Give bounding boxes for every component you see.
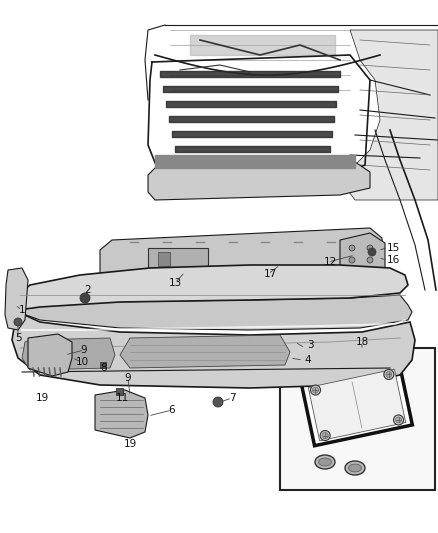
Text: 6: 6 — [169, 405, 175, 415]
Circle shape — [349, 245, 355, 251]
Bar — [116, 388, 123, 395]
Ellipse shape — [318, 458, 332, 466]
Polygon shape — [15, 295, 412, 330]
Polygon shape — [22, 338, 115, 370]
Text: 5: 5 — [15, 333, 21, 343]
Circle shape — [393, 415, 403, 425]
Circle shape — [367, 257, 373, 263]
Text: 18: 18 — [355, 337, 369, 347]
Polygon shape — [100, 228, 382, 285]
Text: 7: 7 — [229, 393, 235, 403]
Text: 19: 19 — [35, 393, 49, 403]
Circle shape — [368, 248, 376, 256]
Polygon shape — [340, 30, 438, 200]
Polygon shape — [120, 335, 290, 368]
Circle shape — [213, 397, 223, 407]
Polygon shape — [308, 369, 406, 441]
Bar — [158, 252, 170, 266]
Text: 3: 3 — [307, 340, 313, 350]
Polygon shape — [95, 390, 148, 438]
Circle shape — [312, 387, 318, 393]
Bar — [100, 362, 106, 368]
Polygon shape — [10, 265, 408, 310]
Bar — [148, 248, 208, 270]
Polygon shape — [5, 268, 28, 330]
Text: 17: 17 — [263, 269, 277, 279]
Text: 8: 8 — [101, 363, 107, 373]
Circle shape — [322, 433, 328, 439]
Text: 16: 16 — [386, 255, 399, 265]
Circle shape — [367, 245, 373, 251]
Polygon shape — [12, 312, 415, 388]
Text: 12: 12 — [323, 257, 337, 267]
Text: 9: 9 — [125, 373, 131, 383]
Text: 19: 19 — [124, 439, 137, 449]
Polygon shape — [148, 162, 370, 200]
Polygon shape — [340, 233, 385, 278]
Circle shape — [349, 257, 355, 263]
Polygon shape — [302, 364, 412, 446]
Text: 9: 9 — [81, 345, 87, 355]
Circle shape — [80, 293, 90, 303]
Text: 4: 4 — [305, 355, 311, 365]
Text: 11: 11 — [115, 393, 129, 403]
Ellipse shape — [349, 464, 361, 472]
Circle shape — [311, 385, 321, 395]
Text: 1: 1 — [19, 305, 25, 315]
Text: 2: 2 — [85, 285, 91, 295]
Circle shape — [14, 318, 22, 326]
Ellipse shape — [345, 461, 365, 475]
Circle shape — [320, 431, 330, 441]
Circle shape — [384, 369, 394, 379]
Text: 10: 10 — [75, 357, 88, 367]
Text: 15: 15 — [386, 243, 399, 253]
Polygon shape — [28, 334, 72, 376]
Ellipse shape — [315, 455, 335, 469]
Circle shape — [386, 372, 392, 377]
Text: 13: 13 — [168, 278, 182, 288]
Circle shape — [396, 417, 402, 423]
Bar — [280, 348, 435, 490]
